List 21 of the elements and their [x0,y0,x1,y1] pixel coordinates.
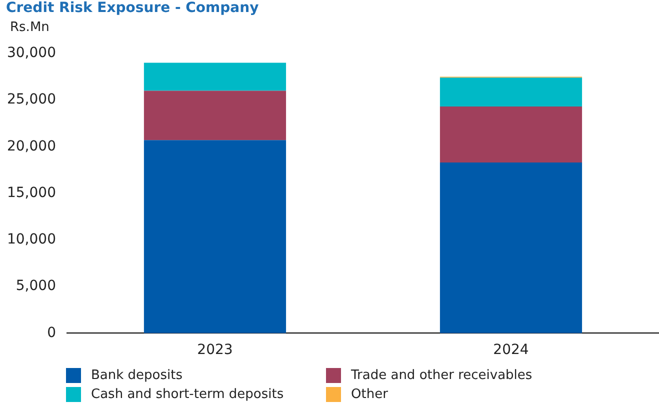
bar [144,62,286,91]
bar [440,106,582,163]
y-tick-label: 25,000 [6,92,56,108]
bar [440,162,582,334]
bar [144,140,286,334]
y-tick-label: 30,000 [6,45,56,62]
x-tick-label: 2023 [197,342,233,358]
y-tick-label: 0 [47,324,56,341]
bar [440,78,582,107]
chart-title: Credit Risk Exposure - Company [6,0,259,16]
y-axis-title: Rs.Mn [10,20,50,35]
legend-label: Cash and short-term deposits [91,387,284,402]
y-tick-label: 5,000 [16,278,56,294]
legend-label: Other [351,387,388,402]
legend-label: Bank deposits [91,368,182,383]
y-tick-label: 15,000 [6,184,56,201]
y-tick-label: 10,000 [6,232,56,248]
bar [144,90,286,140]
x-tick-label: 2024 [493,342,529,358]
y-tick-label: 20,000 [6,138,56,154]
legend-label: Trade and other receivables [351,368,532,383]
